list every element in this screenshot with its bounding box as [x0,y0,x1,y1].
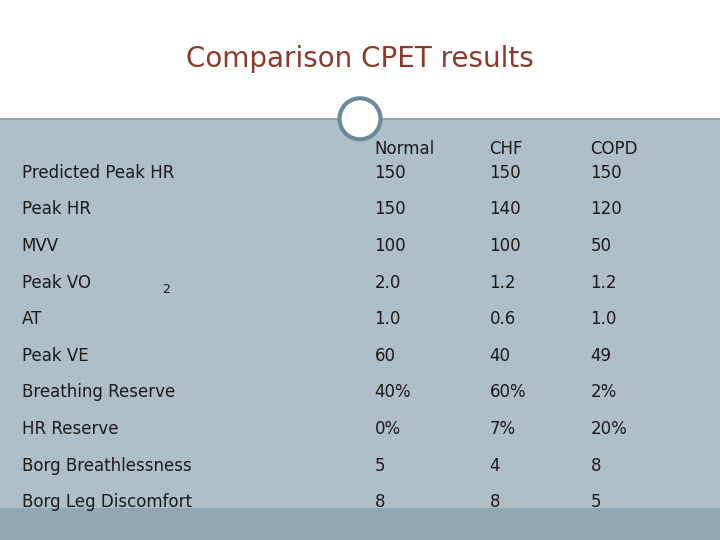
Text: 5: 5 [374,457,385,475]
Text: 1.2: 1.2 [590,274,617,292]
Text: 7%: 7% [490,420,516,438]
Text: Peak HR: Peak HR [22,200,91,218]
Text: 1.2: 1.2 [490,274,516,292]
Ellipse shape [340,98,380,139]
Text: 150: 150 [374,200,406,218]
Text: 40%: 40% [374,383,411,401]
Text: 60%: 60% [490,383,526,401]
Text: 100: 100 [374,237,406,255]
Text: 140: 140 [490,200,521,218]
Text: AT: AT [22,310,42,328]
Text: 8: 8 [490,493,500,511]
Text: 8: 8 [374,493,385,511]
FancyBboxPatch shape [0,508,720,540]
Text: Normal: Normal [374,139,435,158]
Text: 150: 150 [374,164,406,182]
Text: CHF: CHF [490,139,523,158]
Text: 1.0: 1.0 [590,310,617,328]
Text: 2.0: 2.0 [374,274,401,292]
Text: 1.0: 1.0 [374,310,401,328]
Text: 60: 60 [374,347,395,365]
Text: 2: 2 [162,282,170,295]
Text: Borg Breathlessness: Borg Breathlessness [22,457,192,475]
Text: Predicted Peak HR: Predicted Peak HR [22,164,174,182]
Text: 5: 5 [590,493,601,511]
Text: Comparison CPET results: Comparison CPET results [186,45,534,73]
Text: Peak VE: Peak VE [22,347,89,365]
Text: 100: 100 [490,237,521,255]
Text: 120: 120 [590,200,622,218]
Text: 50: 50 [590,237,611,255]
Text: 0%: 0% [374,420,400,438]
Text: Breathing Reserve: Breathing Reserve [22,383,175,401]
Text: 49: 49 [590,347,611,365]
Text: 2%: 2% [590,383,616,401]
Text: 8: 8 [590,457,601,475]
Text: 4: 4 [490,457,500,475]
Text: COPD: COPD [590,139,638,158]
Text: MVV: MVV [22,237,59,255]
Text: HR Reserve: HR Reserve [22,420,118,438]
Text: 20%: 20% [590,420,627,438]
Text: 150: 150 [490,164,521,182]
Text: 0.6: 0.6 [490,310,516,328]
FancyBboxPatch shape [0,0,720,119]
Text: Peak VO: Peak VO [22,274,91,292]
Text: 40: 40 [490,347,510,365]
Text: 150: 150 [590,164,622,182]
FancyBboxPatch shape [0,119,720,508]
Text: Borg Leg Discomfort: Borg Leg Discomfort [22,493,192,511]
